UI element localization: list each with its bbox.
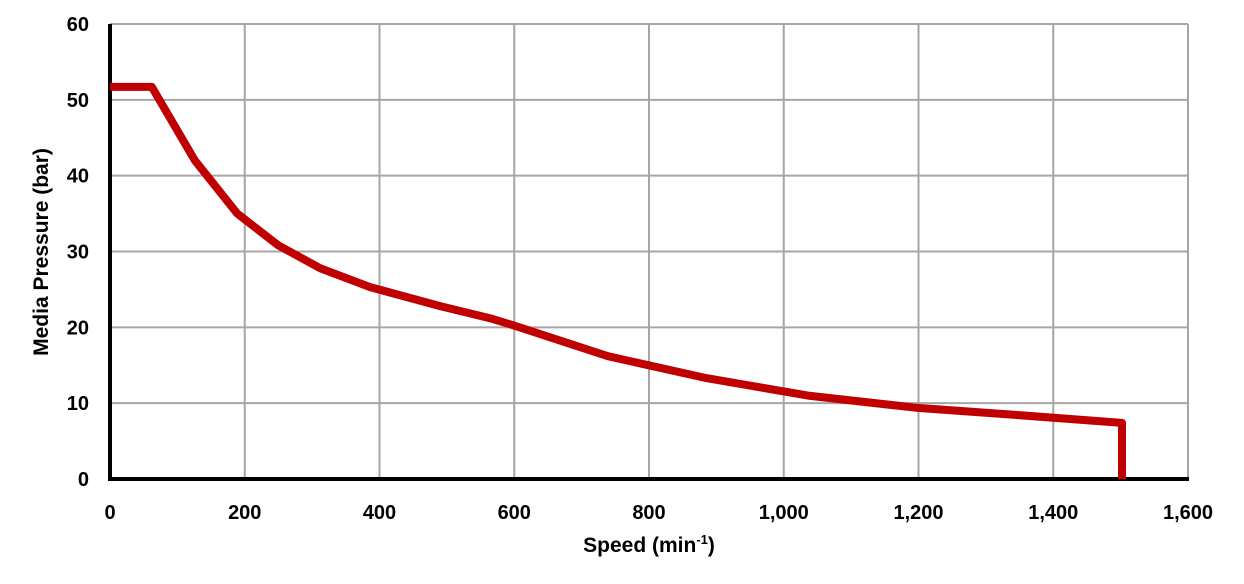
y-tick-label: 60 — [67, 14, 89, 36]
y-tick-label: 30 — [67, 242, 89, 264]
data-series — [110, 82, 1126, 479]
x-tick-label: 1,200 — [893, 502, 943, 524]
y-axis-tick-labels: 0 10 20 30 40 50 60 — [67, 14, 89, 491]
y-tick-label: 20 — [67, 317, 89, 339]
y-tick-label: 40 — [67, 166, 89, 188]
axes — [108, 24, 1189, 481]
x-axis-title: Speed (min-1) — [583, 532, 715, 557]
x-tick-label: 0 — [104, 502, 115, 524]
x-tick-label: 1,000 — [759, 502, 809, 524]
x-tick-label: 200 — [228, 502, 261, 524]
x-axis-tick-labels: 0 200 400 600 800 1,000 1,200 1,400 1,600 — [104, 502, 1213, 524]
x-tick-label: 400 — [363, 502, 396, 524]
x-tick-label: 600 — [498, 502, 531, 524]
y-tick-label: 10 — [67, 393, 89, 415]
x-tick-label: 1,600 — [1163, 502, 1213, 524]
x-tick-label: 800 — [632, 502, 665, 524]
grid-lines — [110, 23, 1189, 479]
pressure-curve — [110, 82, 1126, 479]
y-tick-label: 50 — [67, 90, 89, 112]
y-axis-title: Media Pressure (bar) — [30, 148, 53, 356]
y-tick-label: 0 — [78, 469, 89, 491]
x-tick-label: 1,400 — [1028, 502, 1078, 524]
